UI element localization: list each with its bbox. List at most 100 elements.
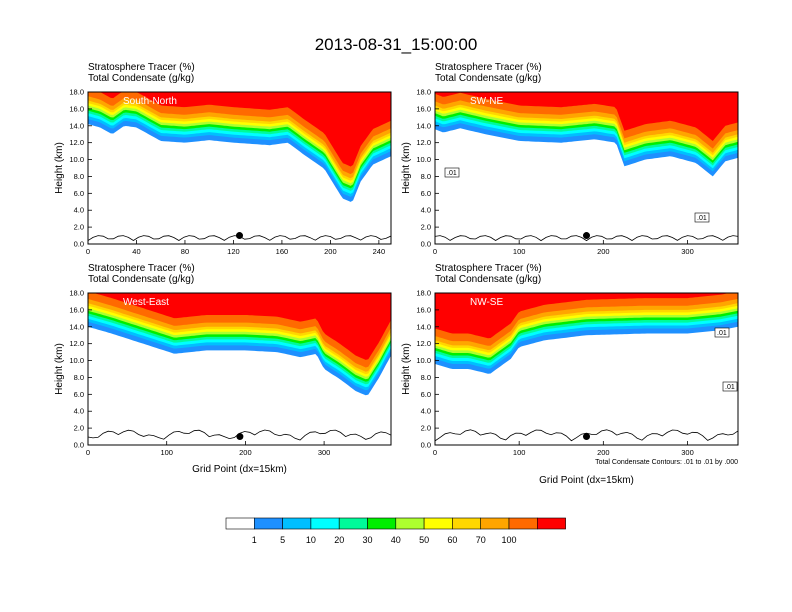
y-tick-label: 18.0 [416,88,431,97]
colorbar-swatch [536,517,566,530]
y-tick-label: 18.0 [416,289,431,298]
y-tick-label: 4.0 [74,407,84,416]
contour-label-box [694,212,710,223]
colorbar-label: 5 [280,535,285,545]
y-tick-label: 6.0 [421,390,431,399]
x-tick-label: 200 [597,448,610,457]
x-tick-label: 160 [276,247,289,256]
tracer-shading [435,293,738,374]
plot-frame [87,91,392,245]
colorbar-label: 100 [501,535,516,545]
y-tick-label: 2.0 [421,223,431,232]
y-tick-label: 10.0 [416,155,431,164]
tracer-shading [88,293,391,396]
plot-frame [434,292,739,446]
colorbar-swatch [338,517,368,530]
main-title: 2013-08-31_15:00:00 [315,35,478,54]
x-tick-label: 300 [681,247,694,256]
colorbar-swatch [310,517,340,530]
y-tick-label: 0.0 [421,240,431,249]
x-tick-label: 300 [681,448,694,457]
x-tick-label: 200 [239,448,252,457]
colorbar-swatch [395,517,425,530]
panel-label: South-North [123,96,177,107]
panel-subtitle-condensate: Total Condensate (g/kg) [435,274,541,285]
contour-label-box [722,381,738,392]
contour-label-box [444,167,460,178]
location-marker [583,433,590,441]
condensate-contour [435,235,738,242]
y-tick-label: 10.0 [69,356,84,365]
tracer-band [435,92,738,141]
y-tick-label: 6.0 [74,189,84,198]
colorbar-swatch [225,517,255,530]
y-tick-label: 16.0 [416,305,431,314]
y-tick-label: 12.0 [416,339,431,348]
y-tick-label: 14.0 [69,322,84,331]
contour-footnote: Total Condensate Contours: .01 to .01 by… [595,459,738,466]
y-tick-label: 16.0 [416,104,431,113]
colorbar-label: 10 [306,535,316,545]
y-tick-label: 14.0 [69,121,84,130]
y-tick-label: 16.0 [69,104,84,113]
colorbar-label: 40 [391,535,401,545]
x-axis-title: Grid Point (dx=15km) [192,464,287,475]
panel-p3: Stratosphere Tracer (%)Total Condensate … [54,263,392,475]
panel-subtitle-tracer: Stratosphere Tracer (%) [88,62,195,73]
tracer-shading [435,92,738,177]
x-tick-label: 0 [86,247,90,256]
x-tick-label: 80 [181,247,189,256]
y-tick-label: 4.0 [421,407,431,416]
panel-subtitle-tracer: Stratosphere Tracer (%) [88,263,195,274]
x-tick-label: 40 [132,247,140,256]
y-axis-title: Height (km) [54,343,65,395]
panel-subtitle-tracer: Stratosphere Tracer (%) [435,62,542,73]
panel-label: SW-NE [470,96,503,107]
location-marker [236,232,243,240]
y-tick-label: 18.0 [69,88,84,97]
tracer-band [435,293,738,339]
y-tick-label: 18.0 [69,289,84,298]
y-tick-label: 12.0 [69,138,84,147]
location-marker [583,232,590,240]
panel-subtitle-condensate: Total Condensate (g/kg) [88,274,194,285]
y-tick-label: 4.0 [74,206,84,215]
x-tick-label: 200 [597,247,610,256]
y-tick-label: 10.0 [69,155,84,164]
y-axis-title: Height (km) [401,142,412,194]
y-tick-label: 0.0 [74,240,84,249]
x-tick-label: 100 [513,448,526,457]
x-tick-label: 0 [86,448,90,457]
colorbar-swatch [282,517,312,530]
y-tick-label: 14.0 [416,322,431,331]
location-marker [236,433,244,441]
x-tick-label: 240 [373,247,386,256]
y-tick-label: 6.0 [74,390,84,399]
y-tick-label: 0.0 [421,441,431,450]
panel-label: NW-SE [470,297,503,308]
x-tick-label: 0 [433,448,437,457]
colorbar-label: 20 [334,535,344,545]
panel-p2: Stratosphere Tracer (%)Total Condensate … [401,62,739,256]
y-tick-label: 6.0 [421,189,431,198]
colorbar-label: 70 [476,535,486,545]
y-tick-label: 8.0 [74,373,84,382]
x-tick-label: 120 [227,247,240,256]
y-tick-label: 2.0 [421,424,431,433]
y-tick-label: 2.0 [74,223,84,232]
y-tick-label: 8.0 [421,172,431,181]
colorbar-label: 1 [252,535,257,545]
colorbar-swatch [254,517,283,530]
x-tick-label: 100 [160,448,173,457]
contour-label: .01 [697,215,707,222]
colorbar: 1 5 10 20 30 40 50 60 70 100 [225,517,566,545]
x-axis-title: Grid Point (dx=15km) [539,475,634,486]
panel-subtitle-condensate: Total Condensate (g/kg) [435,73,541,84]
tracer-band [88,92,391,167]
tracer-band [88,293,391,360]
contour-label: .01 [447,170,457,177]
tracer-shading [88,92,391,202]
colorbar-swatch [480,517,510,530]
colorbar-label: 30 [362,535,372,545]
